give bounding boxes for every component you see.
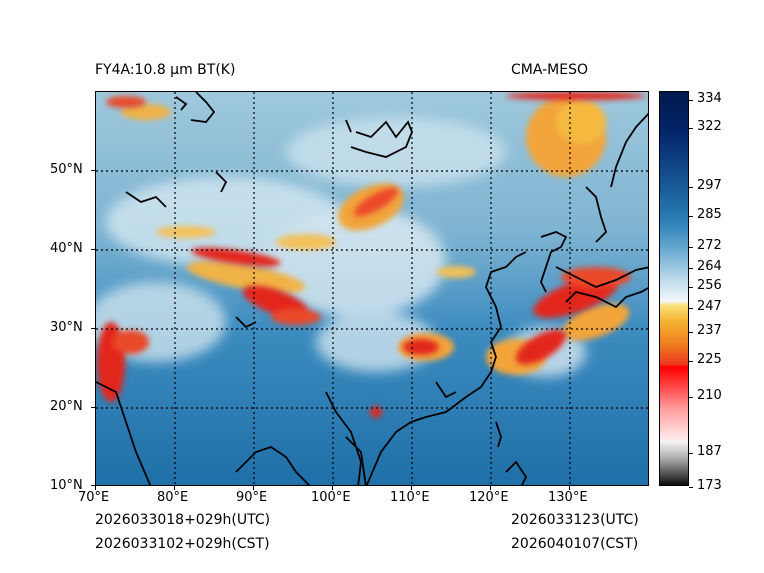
colorbar-gradient	[660, 92, 688, 485]
init-time-utc: 2026033018+029h(UTC)	[95, 512, 271, 528]
lon-tick	[490, 486, 491, 490]
lon-tick	[95, 486, 96, 490]
lat-label: 30°N	[50, 320, 83, 335]
product-title: FY4A:10.8 µm BT(K)	[95, 62, 236, 78]
lat-label: 20°N	[50, 399, 83, 414]
colorbar-label: 272	[697, 238, 722, 253]
colorbar-tick	[689, 332, 693, 333]
colorbar-tick	[689, 128, 693, 129]
satellite-map[interactable]	[95, 91, 649, 486]
valid-time-utc: 2026033123(UTC)	[511, 512, 639, 528]
lat-tick	[91, 249, 95, 250]
colorbar-label: 187	[697, 444, 722, 459]
colorbar-label: 256	[697, 278, 722, 293]
lat-tick	[91, 485, 95, 486]
colorbar-tick	[689, 287, 693, 288]
colorbar-label: 297	[697, 178, 722, 193]
lat-tick	[91, 407, 95, 408]
lon-label: 130°E	[548, 490, 588, 505]
lat-label: 40°N	[50, 241, 83, 256]
lon-tick	[569, 486, 570, 490]
lon-label: 90°E	[236, 490, 268, 505]
lon-tick	[174, 486, 175, 490]
colorbar-tick	[689, 487, 693, 488]
colorbar-label: 264	[697, 259, 722, 274]
colorbar-label: 334	[697, 91, 722, 106]
colorbar-tick	[689, 187, 693, 188]
lon-tick	[411, 486, 412, 490]
colorbar-tick	[689, 247, 693, 248]
colorbar	[659, 91, 689, 486]
satellite-image	[96, 92, 648, 485]
valid-time-cst: 2026040107(CST)	[511, 536, 639, 552]
lon-tick	[332, 486, 333, 490]
lat-tick	[91, 328, 95, 329]
colorbar-label: 225	[697, 352, 722, 367]
colorbar-tick	[689, 268, 693, 269]
colorbar-label: 173	[697, 478, 722, 493]
lon-label: 110°E	[390, 490, 430, 505]
colorbar-label: 247	[697, 299, 722, 314]
colorbar-label: 322	[697, 119, 722, 134]
lon-tick	[253, 486, 254, 490]
colorbar-tick	[689, 308, 693, 309]
colorbar-tick	[689, 361, 693, 362]
colorbar-tick	[689, 453, 693, 454]
colorbar-label: 210	[697, 388, 722, 403]
colorbar-tick	[689, 216, 693, 217]
colorbar-label: 285	[697, 207, 722, 222]
colorbar-tick	[689, 397, 693, 398]
lon-label: 100°E	[311, 490, 351, 505]
lat-label: 10°N	[50, 478, 83, 493]
colorbar-label: 237	[697, 323, 722, 338]
colorbar-tick	[689, 100, 693, 101]
lat-label: 50°N	[50, 162, 83, 177]
lat-tick	[91, 170, 95, 171]
lon-label: 80°E	[157, 490, 189, 505]
lon-label: 120°E	[469, 490, 509, 505]
init-time-cst: 2026033102+029h(CST)	[95, 536, 270, 552]
source-title: CMA-MESO	[511, 62, 589, 78]
lon-label: 70°E	[78, 490, 110, 505]
